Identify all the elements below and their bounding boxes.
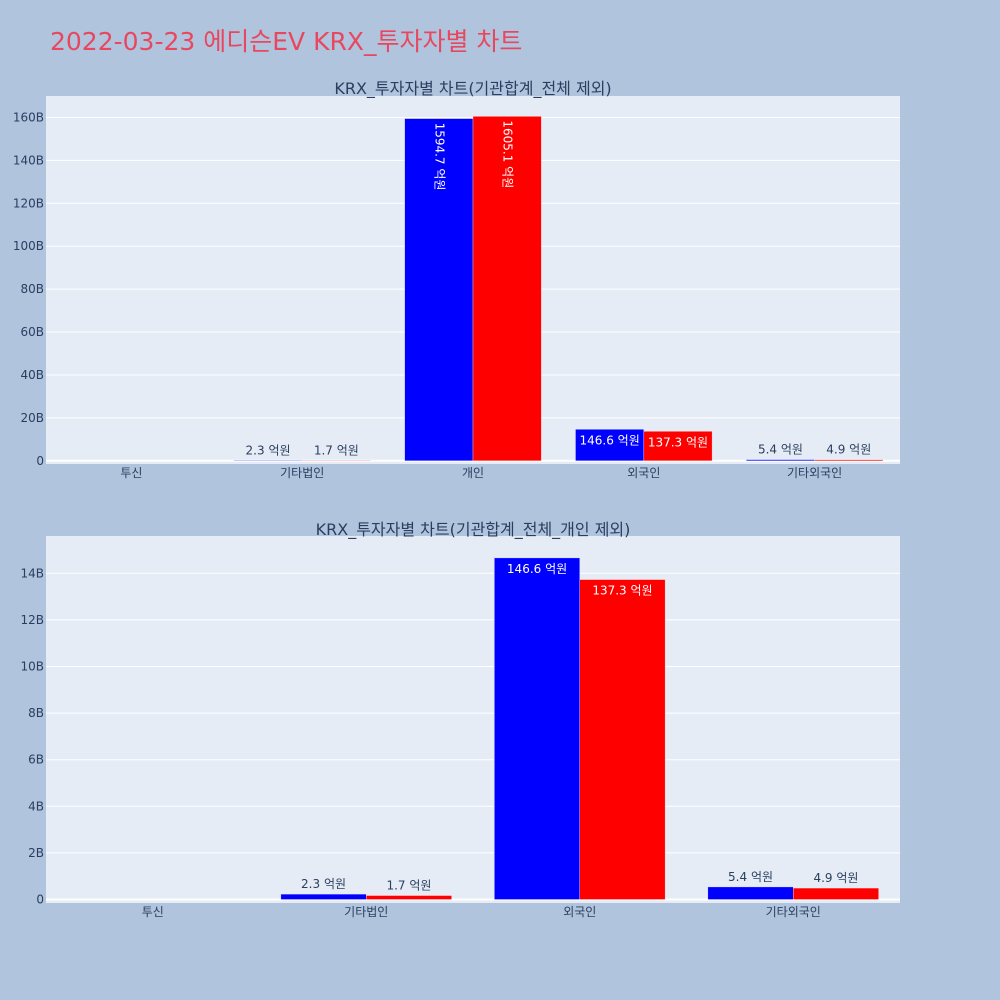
- y-tick-label: 8B: [28, 706, 44, 720]
- bar: [575, 429, 645, 462]
- data-label: 2.3 억원: [246, 443, 291, 457]
- data-label: 146.6 억원: [580, 433, 640, 447]
- bar: [814, 459, 884, 462]
- y-tick-label: 120B: [13, 196, 44, 210]
- y-tick-label: 14B: [20, 566, 44, 580]
- chart-title: KRX_투자자별 차트(기관합계_전체_개인 제외): [316, 520, 631, 540]
- plot-area: [46, 536, 900, 903]
- bar: [494, 557, 581, 900]
- data-label: 5.4 억원: [728, 870, 773, 884]
- bar: [280, 893, 367, 900]
- y-tick-label: 160B: [13, 110, 44, 124]
- data-label: 5.4 억원: [758, 443, 803, 457]
- data-label: 4.9 억원: [813, 871, 858, 885]
- page-title: 2022-03-23 에디슨EV KRX_투자자별 차트: [50, 27, 523, 56]
- x-tick-label: 외국인: [563, 905, 596, 919]
- data-label: 4.9 억원: [826, 443, 871, 457]
- bar: [746, 459, 815, 462]
- y-tick-label: 12B: [20, 613, 44, 627]
- bar: [366, 895, 452, 900]
- y-tick-label: 20B: [20, 411, 44, 425]
- bar: [643, 431, 713, 462]
- x-tick-label: 개인: [462, 466, 484, 480]
- bar: [472, 116, 542, 462]
- data-label: 137.3 억원: [648, 435, 708, 449]
- y-tick-label: 0: [36, 454, 44, 468]
- bar: [707, 886, 794, 900]
- data-label: 1.7 억원: [314, 443, 359, 457]
- y-tick-label: 60B: [20, 325, 44, 339]
- data-label: 146.6 억원: [507, 562, 567, 576]
- x-tick-label: 기타법인: [344, 905, 388, 919]
- bar: [793, 887, 879, 900]
- y-tick-label: 100B: [13, 239, 44, 253]
- x-tick-label: 외국인: [627, 466, 660, 480]
- y-tick-label: 140B: [13, 153, 44, 167]
- data-label: 1.7 억원: [386, 879, 431, 893]
- y-tick-label: 10B: [20, 659, 44, 673]
- data-label: 2.3 억원: [301, 877, 346, 891]
- y-tick-label: 40B: [20, 368, 44, 382]
- x-tick-label: 기타법인: [280, 466, 324, 480]
- x-tick-label: 투신: [120, 466, 142, 480]
- y-tick-label: 6B: [28, 753, 44, 767]
- bar: [404, 118, 474, 462]
- y-tick-label: 80B: [20, 282, 44, 296]
- x-tick-label: 투신: [142, 905, 164, 919]
- data-label: 1605.1 억원: [501, 120, 515, 188]
- chart-1: 0 20B 40B 60B 80B 100B 120B 140B 160B KRX_투자자별 차트…: [13, 79, 900, 480]
- chart-title: KRX_투자자별 차트(기관합계_전체 제외): [334, 79, 611, 99]
- x-tick-label: 기타외국인: [787, 466, 842, 480]
- y-tick-label: 4B: [28, 799, 44, 813]
- chart-2: 0 2B 4B 6B 8B 10B 12B 14B KRX_투자자별 차트(기관합계_전체_개인…: [20, 520, 900, 919]
- bar: [579, 579, 666, 900]
- data-label: 1594.7 억원: [432, 123, 446, 191]
- y-tick-label: 2B: [28, 846, 44, 860]
- data-label: 137.3 억원: [592, 584, 652, 598]
- x-tick-label: 기타외국인: [766, 905, 821, 919]
- y-tick-label: 0: [36, 893, 44, 907]
